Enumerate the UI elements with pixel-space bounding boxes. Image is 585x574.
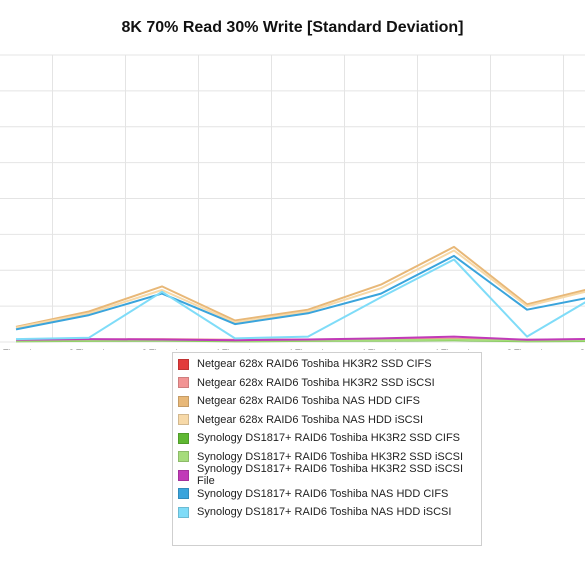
legend-label: Synology DS1817+ RAID6 Toshiba NAS HDD i… bbox=[197, 506, 452, 519]
legend-label: Synology DS1817+ RAID6 Toshiba HK3R2 SSD… bbox=[197, 450, 464, 463]
series-line-9 bbox=[15, 258, 585, 341]
legend-swatch bbox=[178, 377, 189, 389]
legend-label: Netgear 628x RAID6 Toshiba HK3R2 SSD iSC… bbox=[197, 376, 435, 389]
legend-label: Netgear 628x RAID6 Toshiba HK3R2 SSD CIF… bbox=[197, 358, 432, 371]
legend-item[interactable]: Synology DS1817+ RAID6 Toshiba NAS HDD i… bbox=[173, 503, 481, 522]
legend-swatch bbox=[178, 395, 189, 407]
x-tick-label: 8 Threads2 Queue bbox=[507, 348, 548, 350]
x-tick-label: 4 Threads8 Queue bbox=[361, 348, 402, 350]
legend-swatch bbox=[178, 506, 189, 518]
x-tick-label: 1 Threads16 Queue bbox=[0, 348, 37, 350]
legend-item[interactable]: Synology DS1817+ RAID6 Toshiba HK3R2 SSD… bbox=[173, 463, 481, 488]
legend-label: Netgear 628x RAID6 Toshiba NAS HDD iSCSI bbox=[197, 413, 424, 426]
series-line-4 bbox=[15, 249, 585, 329]
chart-title: 8K 70% Read 30% Write [Standard Deviatio… bbox=[121, 19, 464, 36]
series-line-3 bbox=[15, 245, 585, 328]
legend-swatch bbox=[178, 488, 189, 500]
legend-item[interactable]: Synology DS1817+ RAID6 Toshiba HK3R2 SSD… bbox=[173, 448, 481, 467]
series-line-7 bbox=[15, 335, 585, 342]
series-line-8 bbox=[15, 254, 585, 331]
legend-item[interactable]: Netgear 628x RAID6 Toshiba NAS HDD iSCSI bbox=[173, 411, 481, 430]
legend-swatch bbox=[178, 432, 189, 444]
legend-label: Synology DS1817+ RAID6 Toshiba NAS HDD C… bbox=[197, 487, 449, 500]
chart-series-lines bbox=[15, 245, 585, 343]
legend-swatch bbox=[178, 469, 189, 481]
x-tick-label: 4 Threads4 Queue bbox=[288, 348, 329, 350]
legend-swatch bbox=[178, 414, 189, 426]
line-chart: 1 Threads16 Queue 2 Threads8 Queue 2 Threa… bbox=[0, 54, 585, 350]
x-tick-label: 8 Threads4 Queue bbox=[580, 348, 585, 350]
legend-item[interactable]: Netgear 628x RAID6 Toshiba HK3R2 SSD CIF… bbox=[173, 355, 481, 374]
x-axis-tick-labels: 1 Threads16 Queue 2 Threads8 Queue 2 Threa… bbox=[0, 348, 585, 350]
x-tick-label: 4 Threads16 Queue bbox=[434, 348, 475, 350]
legend-label: Synology DS1817+ RAID6 Toshiba HK3R2 SSD… bbox=[197, 432, 461, 445]
x-tick-label: 2 Threads16 Queue bbox=[142, 348, 183, 350]
x-tick-label: 2 Threads8 Queue bbox=[69, 348, 110, 350]
legend-label: Synology DS1817+ RAID6 Toshiba HK3R2 SSD… bbox=[197, 463, 464, 488]
legend-swatch bbox=[178, 358, 189, 370]
chart-legend: Netgear 628x RAID6 Toshiba HK3R2 SSD CIF… bbox=[172, 352, 482, 546]
legend-item[interactable]: Synology DS1817+ RAID6 Toshiba NAS HDD C… bbox=[173, 485, 481, 504]
x-tick-label: 4 Threads2 Queue bbox=[215, 348, 256, 350]
chart-grid bbox=[0, 54, 585, 343]
legend-item[interactable]: Netgear 628x RAID6 Toshiba HK3R2 SSD iSC… bbox=[173, 374, 481, 393]
legend-item[interactable]: Netgear 628x RAID6 Toshiba NAS HDD CIFS bbox=[173, 392, 481, 411]
legend-item[interactable]: Synology DS1817+ RAID6 Toshiba HK3R2 SSD… bbox=[173, 429, 481, 448]
legend-label: Netgear 628x RAID6 Toshiba NAS HDD CIFS bbox=[197, 395, 420, 408]
legend-swatch bbox=[178, 451, 189, 463]
